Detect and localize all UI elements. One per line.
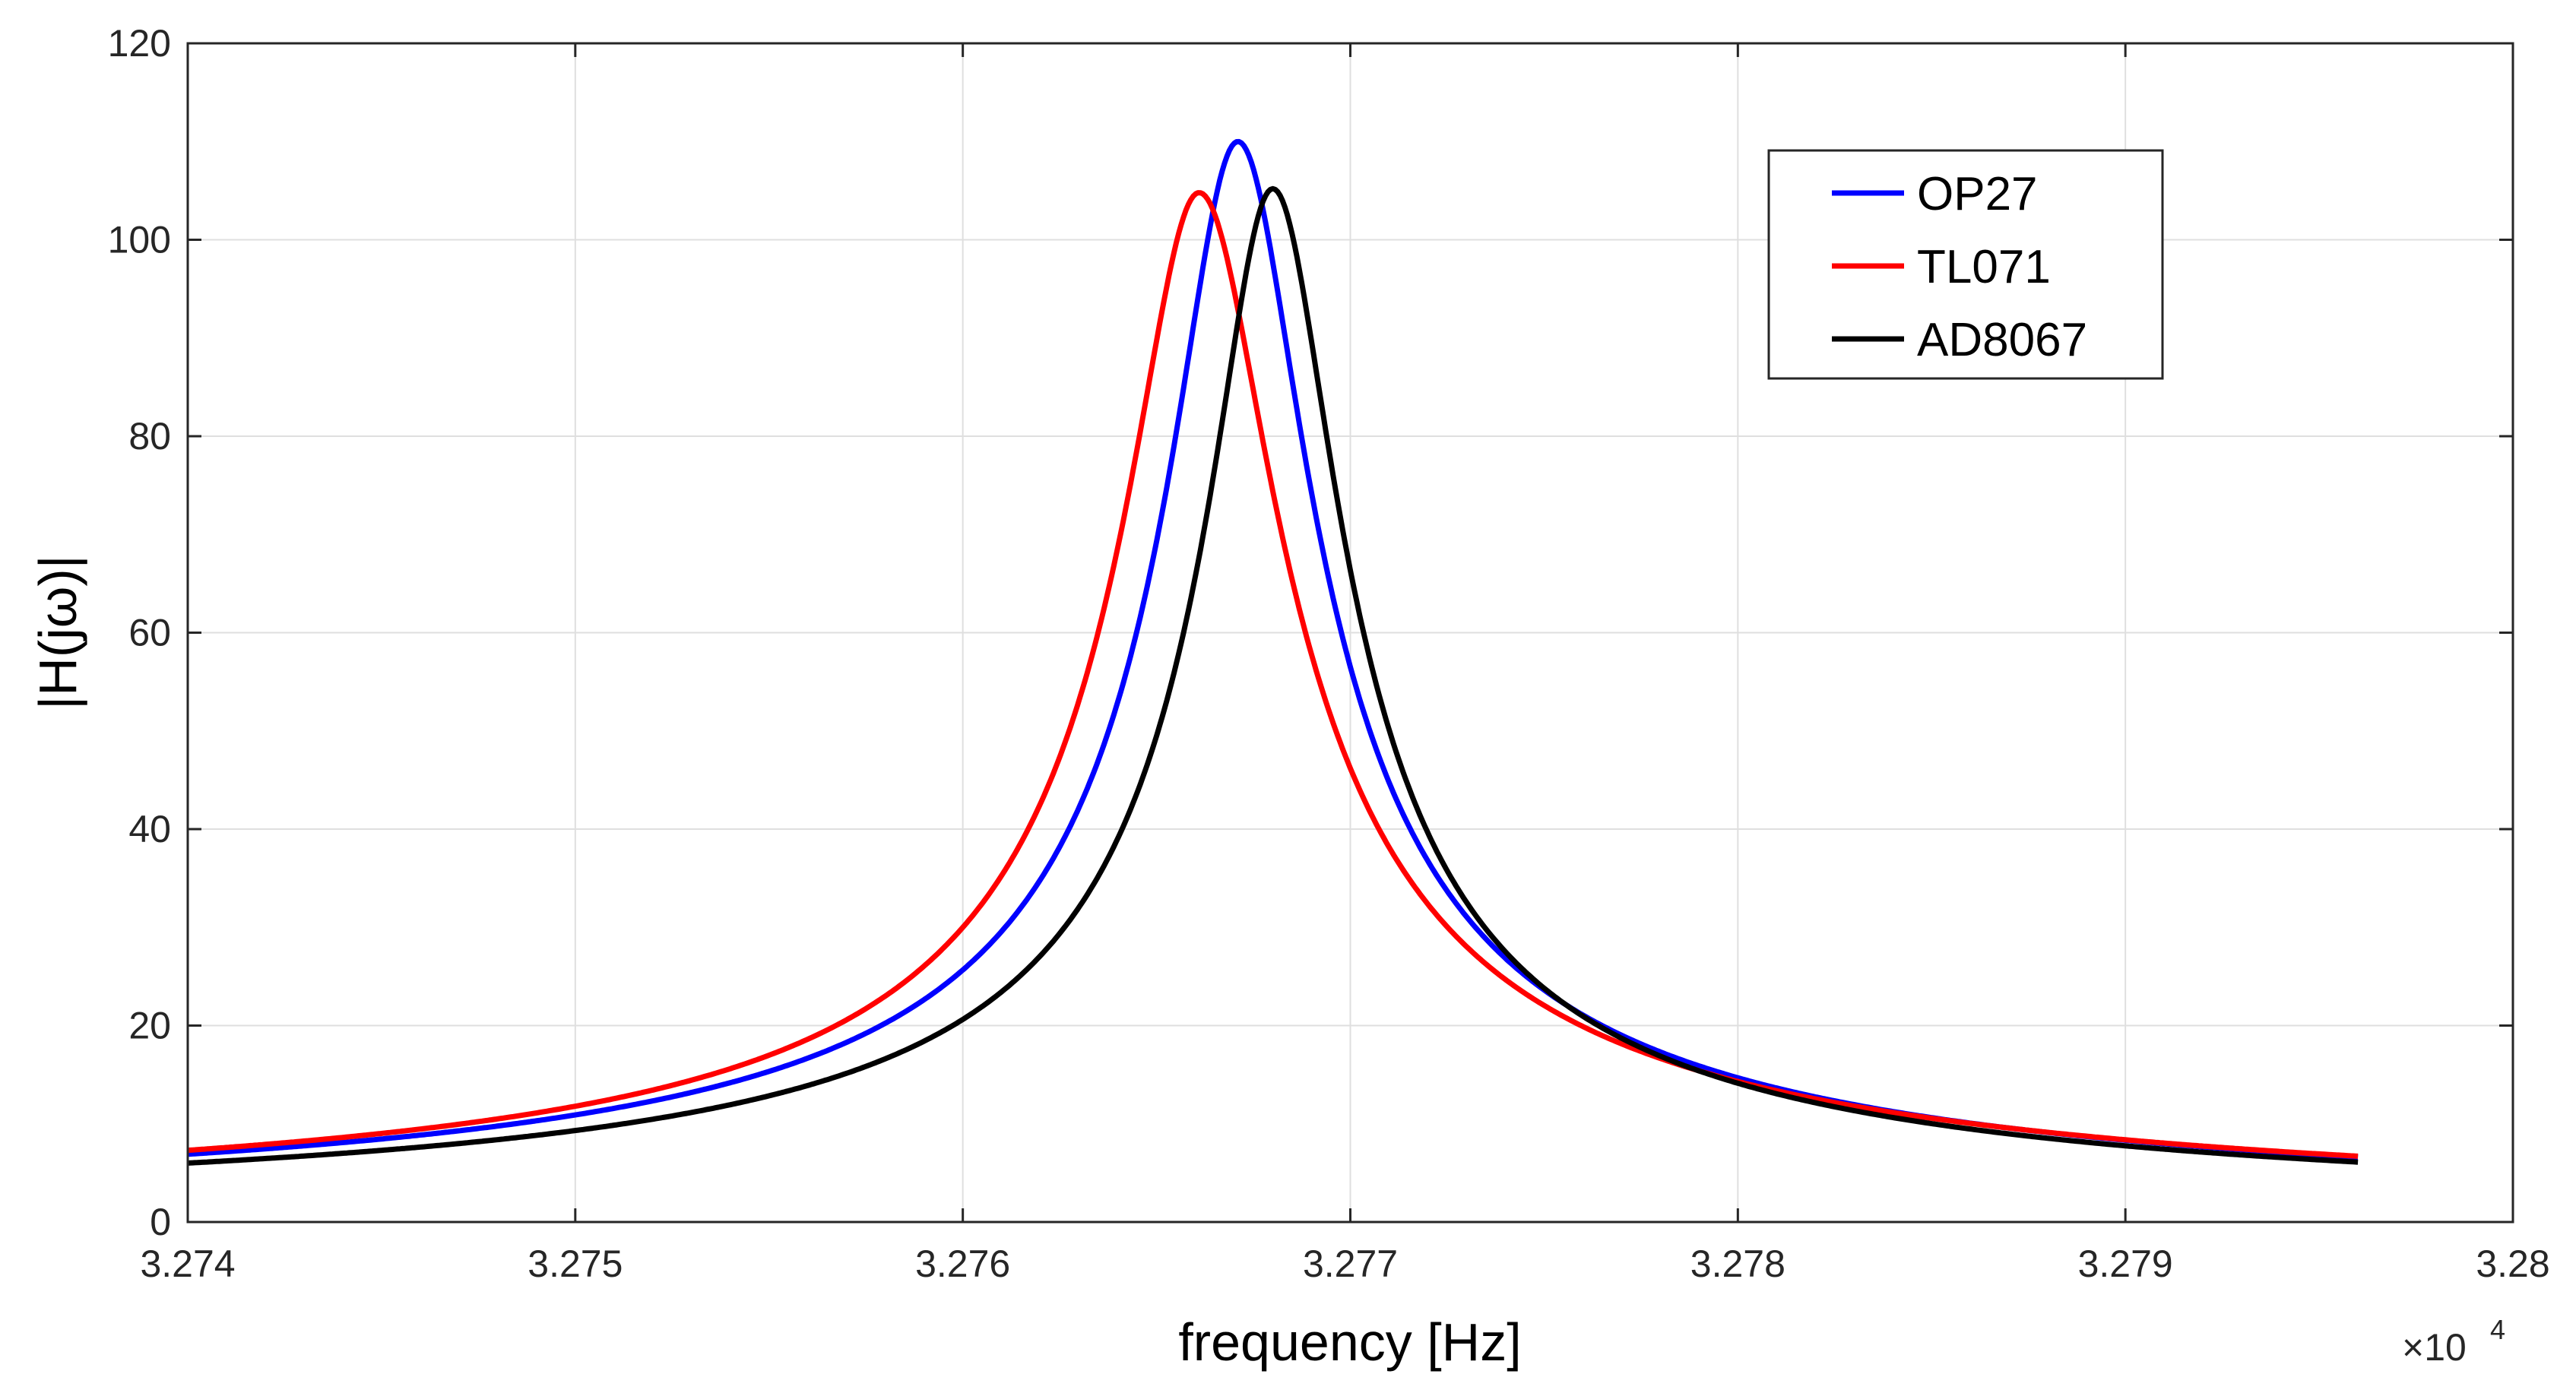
x-tick-label: 3.277: [1303, 1243, 1398, 1285]
legend: OP27 TL071 AD8067: [1767, 149, 2164, 380]
legend-label-ad8067: AD8067: [1917, 314, 2087, 366]
y-tick-label: 80: [128, 415, 171, 457]
series-line-tl071: [187, 190, 2359, 1159]
y-axis-label: |H(jω)|: [28, 555, 87, 710]
series-line-ad8067: [187, 185, 2359, 1166]
y-tick-label: 60: [128, 612, 171, 654]
x-tick-label: 3.28: [2476, 1243, 2549, 1285]
y-tick-label: 120: [108, 22, 171, 65]
x-exponent-label: ×10 4: [2402, 1314, 2505, 1369]
axis-ticks: [186, 42, 2514, 1224]
legend-label-op27: OP27: [1917, 168, 2038, 220]
series-lines: [187, 138, 2359, 1166]
x-tick-label: 3.276: [915, 1243, 1010, 1285]
x-exponent-base: ×10: [2402, 1326, 2467, 1369]
x-tick-label: 3.278: [1690, 1243, 1785, 1285]
y-tick-label: 0: [150, 1201, 171, 1243]
x-tick-label: 3.279: [2078, 1243, 2173, 1285]
y-tick-label: 20: [128, 1005, 171, 1047]
y-tick-label: 40: [128, 808, 171, 850]
x-tick-label: 3.275: [528, 1243, 623, 1285]
x-axis-label: frequency [Hz]: [1178, 1312, 1521, 1372]
x-tick-label: 3.274: [140, 1243, 235, 1285]
x-exponent-power: 4: [2490, 1314, 2505, 1345]
tick-labels: 3.274 3.275 3.276 3.277 3.278 3.279 3.28 0 20 40 6…: [108, 22, 2550, 1285]
y-tick-label: 100: [108, 219, 171, 261]
legend-label-tl071: TL071: [1917, 241, 2051, 293]
